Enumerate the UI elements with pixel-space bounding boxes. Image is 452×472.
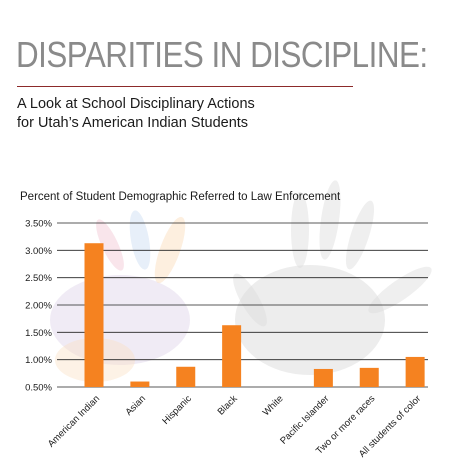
subtitle-line-1: A Look at School Disciplinary Actions bbox=[17, 96, 255, 112]
x-tick-label: Black bbox=[216, 393, 240, 417]
bar bbox=[176, 366, 196, 387]
y-tick-label: 3.50% bbox=[25, 219, 52, 230]
page-title: DISPARITIES IN DISCIPLINE: bbox=[16, 34, 428, 75]
bar bbox=[405, 356, 425, 387]
grid-lines bbox=[57, 222, 428, 388]
y-tick-label: 1.50% bbox=[25, 328, 52, 339]
y-tick-label: 1.00% bbox=[25, 355, 52, 366]
bar bbox=[130, 381, 150, 387]
y-tick-label: 3.00% bbox=[25, 246, 52, 257]
background-handprints bbox=[50, 180, 432, 382]
x-tick-label: Hispanic bbox=[160, 393, 194, 427]
bar bbox=[222, 325, 242, 387]
chart-title: Percent of Student Demographic Referred … bbox=[20, 191, 341, 203]
x-tick-label: Asian bbox=[123, 393, 148, 418]
title-divider bbox=[17, 86, 353, 87]
bar bbox=[359, 367, 379, 387]
y-tick-label: 0.50% bbox=[25, 383, 52, 394]
y-axis-ticks: 3.50% 3.00% 2.50% 2.00% 1.50% 1.00% 0.50% bbox=[25, 219, 52, 394]
bar bbox=[84, 243, 104, 387]
subtitle-line-2: for Utah’s American Indian Students bbox=[17, 115, 249, 131]
page-subtitle: A Look at School Disciplinary Actions fo… bbox=[17, 95, 377, 133]
bar bbox=[313, 368, 333, 387]
x-tick-label: White bbox=[261, 393, 286, 418]
y-tick-label: 2.00% bbox=[25, 301, 52, 312]
bars bbox=[84, 243, 425, 387]
x-axis-ticks: American Indian Asian Hispanic Black WhitePa… bbox=[46, 393, 423, 460]
y-tick-label: 2.50% bbox=[25, 273, 52, 284]
x-tick-label: American Indian bbox=[46, 393, 102, 449]
